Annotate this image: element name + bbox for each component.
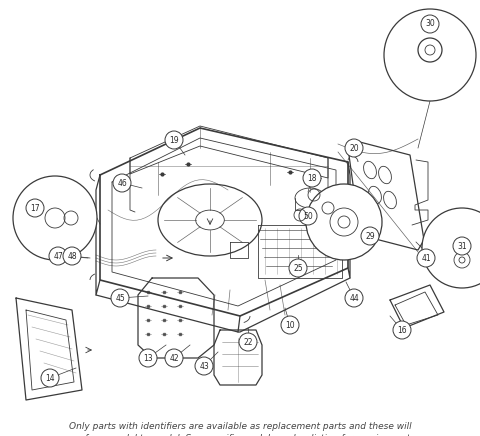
Circle shape bbox=[13, 176, 97, 260]
Circle shape bbox=[384, 9, 476, 101]
Circle shape bbox=[195, 357, 213, 375]
Text: 13: 13 bbox=[143, 354, 153, 362]
Text: 46: 46 bbox=[117, 178, 127, 187]
Text: 22: 22 bbox=[243, 337, 253, 347]
Text: Only parts with identifiers are available as replacement parts and these will
va: Only parts with identifiers are availabl… bbox=[62, 422, 418, 436]
Circle shape bbox=[299, 207, 317, 225]
Circle shape bbox=[239, 333, 257, 351]
Text: 14: 14 bbox=[45, 374, 55, 382]
Text: 50: 50 bbox=[303, 211, 313, 221]
Circle shape bbox=[393, 321, 411, 339]
Circle shape bbox=[421, 15, 439, 33]
Circle shape bbox=[345, 139, 363, 157]
Text: 30: 30 bbox=[425, 20, 435, 28]
Circle shape bbox=[113, 174, 131, 192]
Circle shape bbox=[139, 349, 157, 367]
Circle shape bbox=[422, 208, 480, 288]
Circle shape bbox=[165, 131, 183, 149]
Circle shape bbox=[63, 247, 81, 265]
Circle shape bbox=[306, 184, 382, 260]
Circle shape bbox=[289, 259, 307, 277]
Circle shape bbox=[303, 169, 321, 187]
Text: 47: 47 bbox=[53, 252, 63, 260]
Circle shape bbox=[165, 349, 183, 367]
Text: 17: 17 bbox=[30, 204, 40, 212]
Text: 29: 29 bbox=[365, 232, 375, 241]
Text: 44: 44 bbox=[349, 293, 359, 303]
Circle shape bbox=[111, 289, 129, 307]
Text: 25: 25 bbox=[293, 263, 303, 272]
Text: 45: 45 bbox=[115, 293, 125, 303]
Text: 42: 42 bbox=[169, 354, 179, 362]
Circle shape bbox=[345, 289, 363, 307]
Text: 41: 41 bbox=[421, 253, 431, 262]
Circle shape bbox=[417, 249, 435, 267]
Circle shape bbox=[453, 237, 471, 255]
Text: 19: 19 bbox=[169, 136, 179, 144]
Circle shape bbox=[49, 247, 67, 265]
Text: 10: 10 bbox=[285, 320, 295, 330]
Circle shape bbox=[361, 227, 379, 245]
Circle shape bbox=[281, 316, 299, 334]
Text: 16: 16 bbox=[397, 326, 407, 334]
Text: 43: 43 bbox=[199, 361, 209, 371]
Circle shape bbox=[26, 199, 44, 217]
Text: 31: 31 bbox=[457, 242, 467, 251]
Text: 20: 20 bbox=[349, 143, 359, 153]
Circle shape bbox=[41, 369, 59, 387]
Text: 48: 48 bbox=[67, 252, 77, 260]
Text: 18: 18 bbox=[307, 174, 317, 183]
